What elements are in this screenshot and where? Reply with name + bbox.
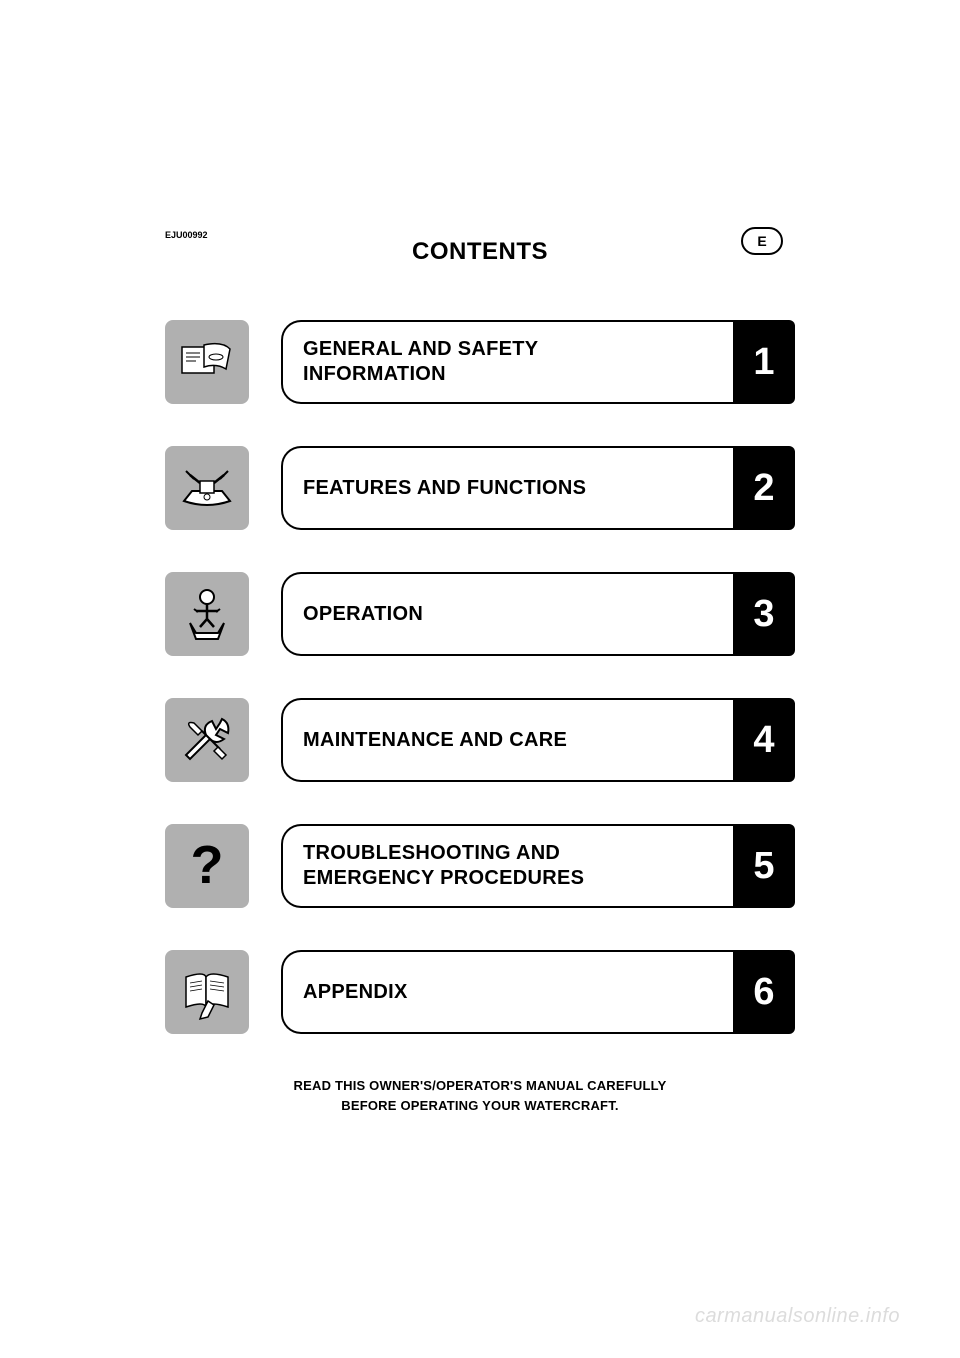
wrench-icon <box>165 698 249 782</box>
section-row-5: ? TROUBLESHOOTING ANDEMERGENCY PROCEDURE… <box>165 824 795 908</box>
section-label-text: GENERAL AND SAFETYINFORMATION <box>303 337 538 387</box>
manual-icon <box>165 320 249 404</box>
footer-note: READ THIS OWNER'S/OPERATOR'S MANUAL CARE… <box>165 1076 795 1115</box>
document-code: EJU00992 <box>165 230 208 240</box>
section-number-tab: 1 <box>733 320 795 404</box>
section-label: TROUBLESHOOTING ANDEMERGENCY PROCEDURES <box>281 824 733 908</box>
section-row-6: APPENDIX 6 <box>165 950 795 1034</box>
watercraft-icon <box>165 446 249 530</box>
section-label-text: TROUBLESHOOTING ANDEMERGENCY PROCEDURES <box>303 841 584 891</box>
section-number-tab: 4 <box>733 698 795 782</box>
rider-icon <box>165 572 249 656</box>
section-row-2: FEATURES AND FUNCTIONS 2 <box>165 446 795 530</box>
page-header: EJU00992 CONTENTS E <box>165 230 795 275</box>
footer-line-2: BEFORE OPERATING YOUR WATERCRAFT. <box>165 1096 795 1116</box>
section-label: OPERATION <box>281 572 733 656</box>
question-icon: ? <box>165 824 249 908</box>
section-label: MAINTENANCE AND CARE <box>281 698 733 782</box>
section-number-tab: 3 <box>733 572 795 656</box>
footer-line-1: READ THIS OWNER'S/OPERATOR'S MANUAL CARE… <box>165 1076 795 1096</box>
svg-text:?: ? <box>191 835 224 895</box>
section-label: APPENDIX <box>281 950 733 1034</box>
section-row-4: MAINTENANCE AND CARE 4 <box>165 698 795 782</box>
section-row-1: GENERAL AND SAFETYINFORMATION 1 <box>165 320 795 404</box>
book-icon <box>165 950 249 1034</box>
section-row-3: OPERATION 3 <box>165 572 795 656</box>
section-number-tab: 5 <box>733 824 795 908</box>
section-label-text: FEATURES AND FUNCTIONS <box>303 476 586 501</box>
watermark: carmanualsonline.info <box>695 1305 900 1328</box>
section-label-text: MAINTENANCE AND CARE <box>303 728 567 753</box>
contents-page: EJU00992 CONTENTS E GENERAL AND SAFETYIN… <box>165 230 795 1115</box>
page-title: CONTENTS <box>412 238 548 266</box>
language-tab: E <box>741 227 783 255</box>
section-label: GENERAL AND SAFETYINFORMATION <box>281 320 733 404</box>
section-number-tab: 6 <box>733 950 795 1034</box>
section-label-text: OPERATION <box>303 602 423 627</box>
section-label-text: APPENDIX <box>303 980 408 1005</box>
section-number-tab: 2 <box>733 446 795 530</box>
section-label: FEATURES AND FUNCTIONS <box>281 446 733 530</box>
